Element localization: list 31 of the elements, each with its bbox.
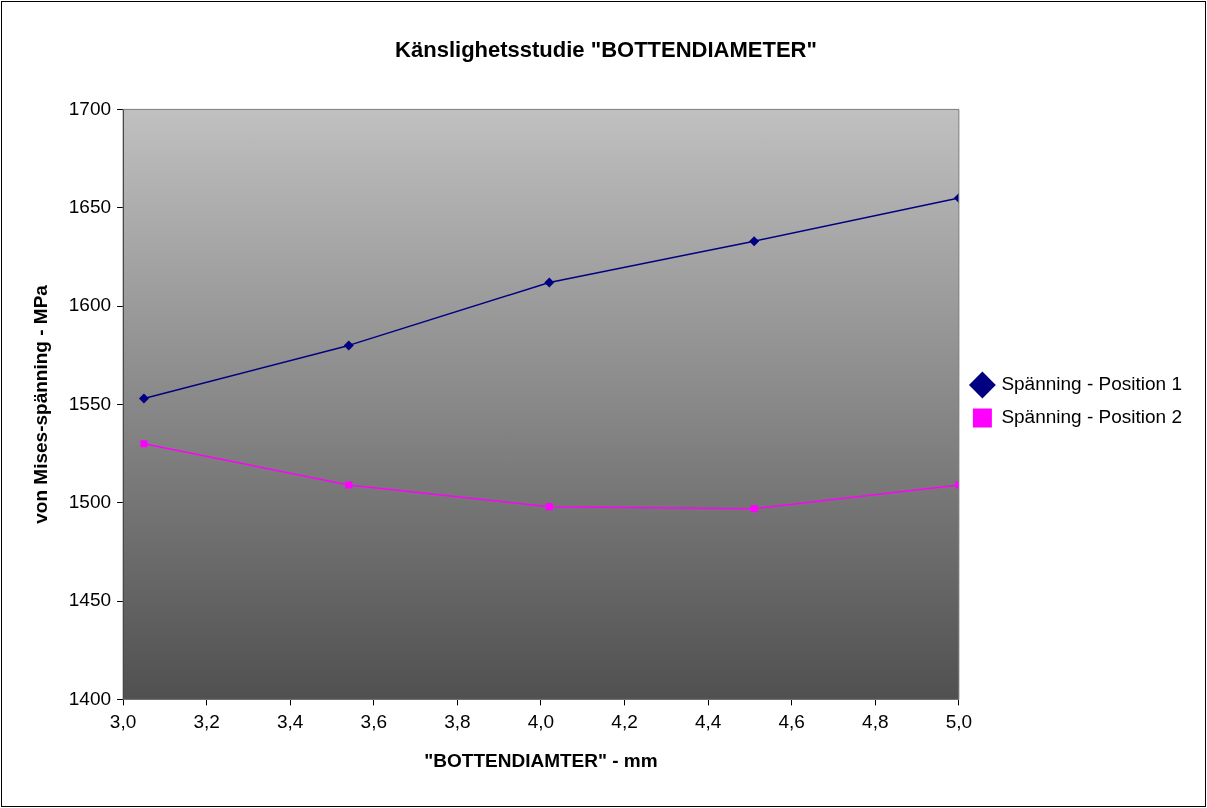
x-tick-label: 4,2 — [611, 711, 638, 733]
x-tick-label: 4,4 — [694, 711, 722, 733]
legend-label: Spänning - Position 1 — [1001, 373, 1182, 395]
y-tick-label: 1700 — [68, 97, 112, 119]
y-tick-label: 1600 — [68, 294, 112, 316]
point — [749, 236, 760, 247]
point — [140, 440, 148, 448]
x-tick-label: 5,0 — [945, 711, 973, 733]
y-tick-label: 1450 — [68, 589, 112, 611]
point — [138, 393, 149, 404]
chart-title: Känslighetsstudie "BOTTENDIAMETER" — [395, 37, 817, 63]
x-tick-label: 4,8 — [862, 711, 889, 733]
legend-label: Spänning - Position 2 — [1001, 406, 1182, 428]
x-tick-label: 3,0 — [109, 711, 137, 733]
point — [345, 481, 353, 489]
x-tick-label: 4,0 — [527, 711, 555, 733]
point — [343, 340, 354, 351]
point — [750, 505, 758, 513]
x-tick-label: 3,4 — [277, 711, 304, 733]
y-tick-label: 1550 — [68, 392, 112, 414]
x-tick-label: 3,2 — [193, 711, 220, 733]
x-tick-label: 3,8 — [444, 711, 471, 733]
point — [545, 503, 553, 511]
x-axis-title: "BOTTENDIAMTER" - mm — [424, 749, 658, 771]
point — [544, 277, 555, 288]
x-tick-label: 4,6 — [778, 711, 805, 733]
x-tick-label: 3,6 — [360, 711, 388, 733]
y-axis-title: von Mises-spänning - MPa — [29, 284, 51, 524]
y-tick-label: 1400 — [68, 687, 112, 709]
y-tick-label: 1650 — [68, 195, 112, 217]
y-tick-label: 1500 — [68, 490, 112, 512]
